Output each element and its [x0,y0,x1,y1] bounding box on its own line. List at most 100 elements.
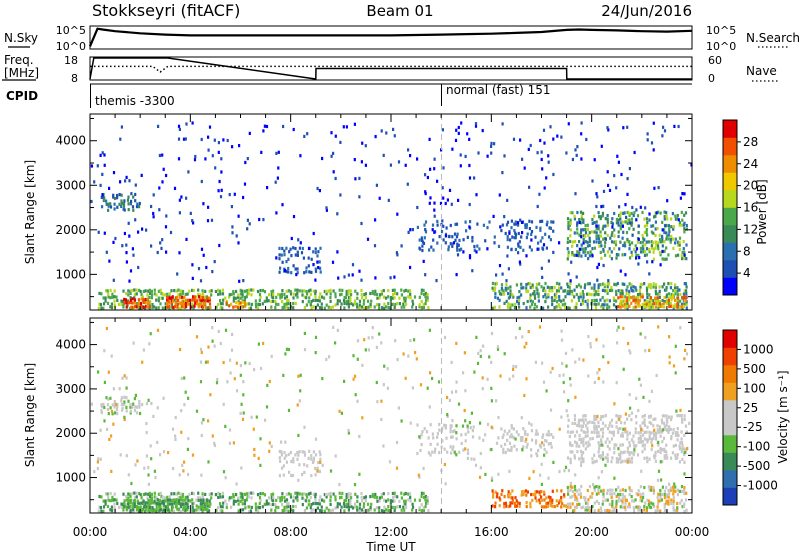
velocity-cell [521,435,524,440]
velocity-cell [278,474,281,478]
power-cell [424,295,427,299]
velocity-cell [354,492,357,496]
velocity-cell [507,490,510,494]
power-cell [332,151,335,155]
velocity-cell [443,462,446,467]
power-cell [162,167,165,171]
velocity-cell [296,498,299,502]
power-cell [290,236,293,241]
power-cell [522,286,525,290]
velocity-cell [611,456,614,460]
velocity-cell [280,498,284,502]
velocity-cell [637,431,640,435]
velocity-cell [347,495,350,499]
power-cell [392,293,395,297]
velocity-cell [606,488,609,492]
power-cell [610,250,613,254]
velocity-cell [610,495,613,499]
power-y-tick-label: 2000 [55,223,86,237]
velocity-cell [120,402,123,406]
power-cell [196,302,199,306]
time-tick-label: 00:00 [73,525,108,539]
power-cell [358,299,362,303]
power-cell [314,295,317,299]
velocity-cell [593,414,596,418]
power-cell [418,246,421,250]
power-cell [339,140,342,144]
power-cell [544,293,547,297]
velocity-cell [598,485,601,489]
velocity-cell [216,377,219,382]
power-cell [584,231,588,235]
power-cell [645,247,649,251]
power-cell [299,154,302,158]
power-cell [426,296,429,300]
velocity-cell [578,424,581,428]
velocity-cell [275,505,278,509]
power-cell [243,301,246,305]
power-cell [416,157,419,161]
power-cell [624,299,627,303]
velocity-cell [587,505,590,509]
power-cell [192,295,195,299]
velocity-cell [142,505,145,509]
power-cell [619,295,622,299]
velocity-cell [652,486,655,490]
velocity-cell [204,498,207,502]
velocity-cell [314,335,318,339]
power-cell [645,228,648,232]
power-cell [661,285,664,289]
power-cell [237,299,240,303]
power-cell [170,298,173,302]
velocity-cell [628,431,631,435]
velocity-cell [347,502,350,506]
velocity-cell [598,434,601,438]
velocity-cell [438,428,441,432]
velocity-cell [360,508,364,512]
power-cell [622,243,625,248]
power-cell [161,153,164,157]
velocity-cell [378,496,382,500]
velocity-cell [684,424,688,428]
velocity-cell [671,431,674,435]
power-cell [317,266,320,270]
power-cell [160,246,163,250]
velocity-cell [106,492,109,496]
power-cell [658,250,661,255]
power-cell [506,235,509,239]
power-cell [552,229,555,233]
power-cell [426,292,429,297]
power-cell [659,240,662,244]
power-cell [545,223,548,227]
power-cell [499,225,502,229]
power-cell [331,260,335,264]
velocity-cell [195,508,198,512]
velocity-cell [619,453,622,457]
velocity-cell [601,502,604,506]
power-cell [166,302,169,306]
power-cell [670,295,673,299]
velocity-cell [657,440,660,444]
power-cell [103,231,106,235]
velocity-cell [479,354,482,358]
velocity-cell [653,456,656,460]
velocity-cell [580,506,583,510]
velocity-cell [643,430,646,434]
power-cell [544,281,547,286]
velocity-cell [643,418,646,422]
power-cell [305,270,308,274]
velocity-cell [659,492,662,496]
velocity-cell [595,459,598,463]
power-cell [564,302,567,306]
velocity-cell [245,498,248,502]
velocity-cell [259,498,262,502]
power-cell [120,302,123,306]
power-cell [194,301,197,305]
power-cell [590,286,593,290]
velocity-cell [279,496,282,500]
power-cell [171,299,174,303]
velocity-cell [129,501,132,505]
velocity-cell [566,485,569,490]
velocity-cell [217,329,220,333]
velocity-cell [595,417,598,421]
